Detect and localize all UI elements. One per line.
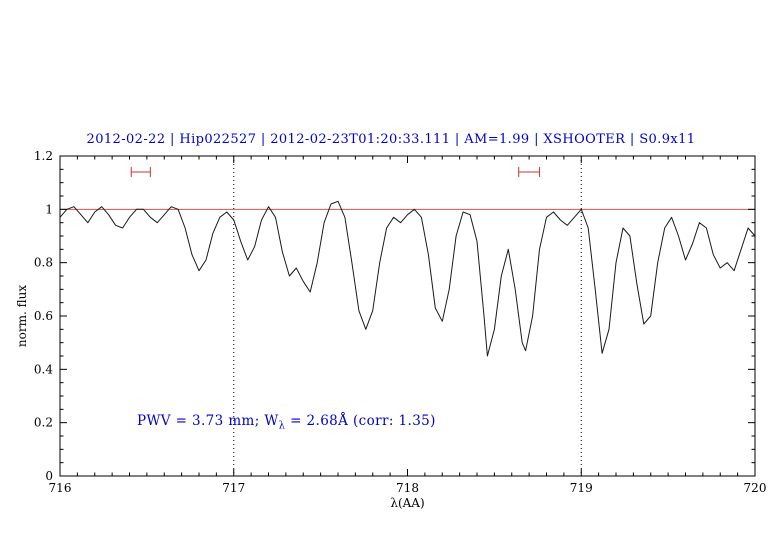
y-axis-label: norm. flux xyxy=(15,284,29,348)
y-tick-label: 1.2 xyxy=(34,149,53,163)
pwv-annotation-sub: λ xyxy=(278,420,286,432)
pwv-annotation-pre: PWV = 3.73 mm; W xyxy=(137,413,279,429)
x-tick-label: 716 xyxy=(49,481,72,495)
x-tick-label: 717 xyxy=(222,481,245,495)
x-tick-label: 719 xyxy=(570,481,593,495)
y-tick-label: 0.6 xyxy=(34,309,53,323)
y-tick-label: 0 xyxy=(45,469,53,483)
x-axis-label: λ(AA) xyxy=(390,496,425,510)
y-tick-label: 0.2 xyxy=(34,416,53,430)
y-tick-label: 0.4 xyxy=(34,362,53,376)
pwv-annotation-post: = 2.68Å (corr: 1.35) xyxy=(285,413,436,429)
y-tick-label: 1 xyxy=(45,202,53,216)
plot-title: 2012-02-22 | Hip022527 | 2012-02-23T01:2… xyxy=(86,132,696,147)
y-tick-label: 0.8 xyxy=(34,256,53,270)
pwv-annotation: PWV = 3.73 mm; Wλ = 2.68Å (corr: 1.35) xyxy=(137,413,436,432)
spectrum-line xyxy=(59,200,756,357)
x-tick-label: 718 xyxy=(396,481,419,495)
x-tick-label: 720 xyxy=(744,481,767,495)
